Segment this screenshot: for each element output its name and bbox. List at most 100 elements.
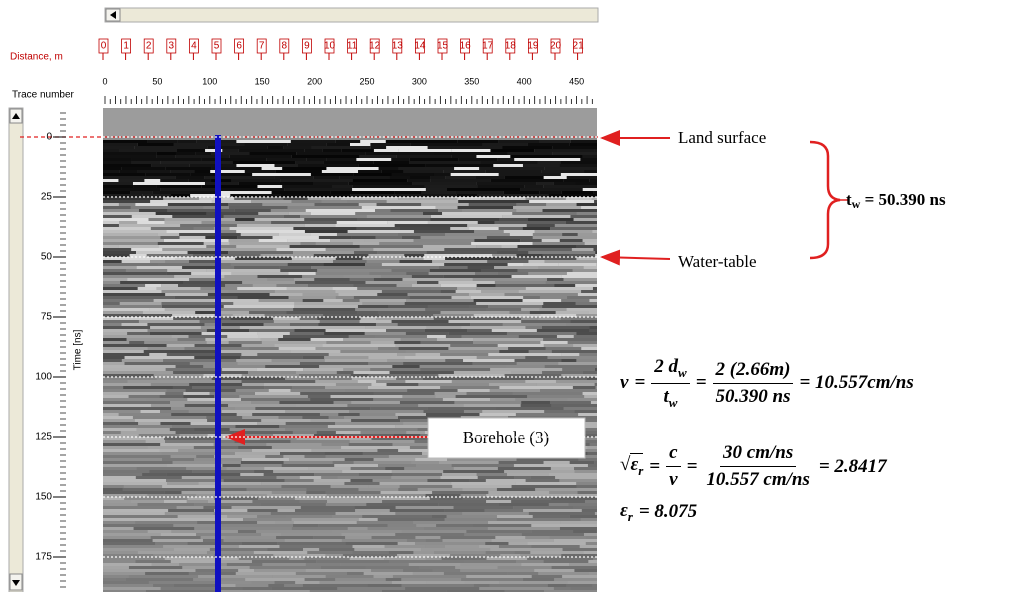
texture (326, 341, 371, 344)
texture (194, 527, 222, 530)
texture (338, 413, 360, 416)
texture (294, 302, 363, 305)
texture (424, 329, 468, 332)
texture (352, 185, 425, 188)
texture (178, 284, 226, 287)
texture (242, 281, 296, 284)
texture (451, 296, 471, 299)
v-scrollbar[interactable] (8, 107, 24, 592)
texture (176, 149, 206, 152)
texture (215, 545, 239, 548)
texture (140, 410, 161, 413)
texture (420, 341, 474, 344)
texture (535, 488, 597, 491)
texture (462, 497, 490, 500)
texture (124, 356, 195, 359)
texture (551, 497, 597, 500)
trace-tick-label: 450 (569, 76, 584, 86)
texture (103, 557, 165, 560)
texture (236, 230, 305, 233)
texture (538, 266, 584, 269)
texture (485, 479, 526, 482)
texture (249, 311, 287, 314)
texture (256, 530, 332, 533)
texture (594, 368, 597, 371)
texture (343, 368, 371, 371)
texture (404, 302, 477, 305)
texture (241, 374, 300, 377)
texture (306, 488, 359, 491)
texture (585, 500, 597, 503)
texture (517, 494, 568, 497)
texture (103, 266, 137, 269)
texture (354, 506, 396, 509)
texture (147, 446, 194, 449)
texture (497, 158, 515, 161)
texture (285, 422, 336, 425)
subscript: w (678, 364, 687, 380)
texture (333, 401, 352, 404)
texture (573, 506, 597, 509)
texture (549, 491, 578, 494)
texture (138, 320, 181, 323)
texture (589, 326, 597, 329)
texture (279, 545, 353, 548)
texture (587, 446, 597, 449)
texture (202, 539, 224, 542)
texture (532, 242, 585, 245)
time-tick-label: 175 (35, 552, 52, 563)
texture (543, 461, 570, 464)
texture (559, 164, 597, 167)
h-scrollbar[interactable] (104, 7, 599, 23)
texture (292, 251, 355, 254)
distance-label: Distance, m (10, 52, 63, 63)
texture (541, 170, 585, 173)
texture (218, 485, 282, 488)
texture (292, 431, 317, 434)
texture (409, 161, 481, 164)
texture (448, 347, 509, 350)
texture (103, 188, 161, 191)
texture (103, 389, 167, 392)
texture (264, 386, 293, 389)
texture (376, 317, 434, 320)
texture (508, 347, 546, 350)
texture (543, 338, 597, 341)
texture (489, 383, 537, 386)
texture (504, 470, 575, 473)
texture (531, 530, 574, 533)
texture (237, 236, 273, 239)
eq-text: ε (630, 454, 639, 476)
texture (103, 377, 157, 380)
texture (124, 362, 190, 365)
texture (103, 359, 122, 362)
texture (400, 338, 437, 341)
texture (274, 521, 294, 524)
texture (179, 434, 208, 437)
texture (445, 233, 510, 236)
texture (516, 458, 579, 461)
distance-tick-label: 6 (236, 41, 242, 52)
texture (103, 161, 132, 164)
texture (360, 140, 386, 143)
texture (544, 410, 575, 413)
texture (230, 263, 288, 266)
texture (525, 479, 560, 482)
texture (103, 170, 120, 173)
texture (315, 347, 379, 350)
texture (350, 143, 371, 146)
texture (528, 251, 596, 254)
texture (476, 155, 511, 158)
texture (279, 401, 334, 404)
texture (240, 398, 311, 401)
texture (456, 194, 478, 197)
texture (341, 149, 374, 152)
texture (259, 437, 297, 440)
texture (207, 146, 268, 149)
texture (423, 257, 446, 260)
texture (103, 587, 161, 590)
texture (593, 557, 597, 560)
texture (248, 371, 296, 374)
texture (538, 572, 589, 575)
texture (398, 167, 455, 170)
